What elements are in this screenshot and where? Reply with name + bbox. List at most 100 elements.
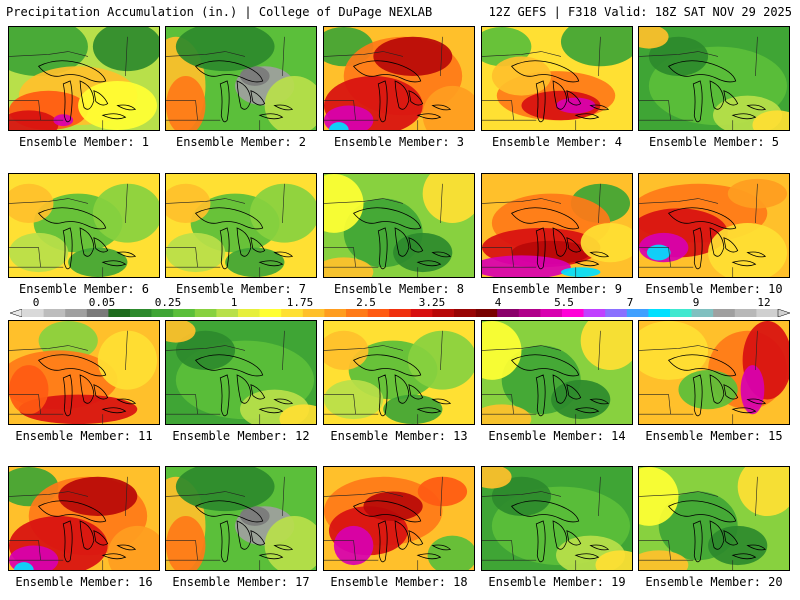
ensemble-member-label: Ensemble Member: 9	[491, 282, 623, 296]
precip-blob	[9, 27, 88, 77]
precip-blob	[482, 321, 522, 380]
ensemble-map-panel	[323, 26, 475, 131]
ensemble-member-label: Ensemble Member: 15	[645, 429, 783, 443]
precip-blob	[324, 379, 384, 420]
state-borders	[639, 330, 758, 424]
precip-field	[482, 467, 632, 570]
great-lakes-outline	[510, 207, 610, 270]
precip-blob	[13, 562, 34, 570]
precip-field	[324, 330, 474, 424]
great-lakes-outline	[510, 60, 610, 123]
colorbar-swatch	[389, 309, 412, 317]
precip-blob	[175, 467, 275, 512]
precip-blob	[175, 330, 236, 371]
precip-blob	[328, 122, 349, 130]
precip-field	[9, 467, 159, 570]
great-lakes-outline	[194, 354, 294, 417]
colorbar-swatch	[173, 309, 196, 317]
ensemble-member-label: Ensemble Member: 5	[648, 135, 780, 149]
colorbar-tick-label: 0	[32, 296, 40, 309]
precip-blob	[9, 232, 69, 273]
precip-field	[166, 27, 316, 130]
colorbar-swatch	[626, 309, 649, 317]
state-borders	[166, 36, 285, 130]
precip-field	[324, 27, 474, 130]
precip-blob	[740, 365, 765, 415]
precip-blob	[324, 174, 364, 233]
ensemble-member-label: Ensemble Member: 16	[15, 575, 153, 589]
colorbar-tick-label: 7	[626, 296, 634, 309]
precip-field	[9, 183, 159, 277]
ensemble-member-label: Ensemble Member: 11	[15, 429, 153, 443]
colorbar-swatch	[454, 309, 476, 317]
colorbar-max-arrow	[777, 309, 790, 317]
precip-blob	[97, 330, 158, 390]
colorbar-swatch	[691, 309, 714, 317]
ensemble-map-panel	[8, 26, 160, 131]
ensemble-map-panel	[481, 320, 633, 425]
precip-blob	[333, 525, 374, 566]
ensemble-member-label: Ensemble Member: 4	[491, 135, 623, 149]
precip-field	[482, 183, 632, 277]
ensemble-member-label: Ensemble Member: 12	[172, 429, 310, 443]
precip-field	[324, 476, 474, 570]
ensemble-member-label: Ensemble Member: 1	[18, 135, 150, 149]
great-lakes-outline	[667, 60, 767, 123]
great-lakes-outline	[194, 60, 294, 123]
ensemble-map-panel	[638, 320, 790, 425]
ensemble-member-label: Ensemble Member: 7	[175, 282, 307, 296]
ensemble-map-panel	[481, 466, 633, 571]
state-borders	[324, 330, 443, 424]
precip-blob	[648, 36, 709, 77]
colorbar-swatch	[108, 309, 131, 317]
precip-blob	[417, 476, 468, 507]
precip-blob	[427, 535, 474, 570]
precip-blob	[708, 223, 788, 277]
state-borders	[324, 476, 443, 570]
ensemble-map-panel	[638, 173, 790, 278]
precip-field	[639, 27, 789, 130]
colorbar-tick-label: 0.05	[88, 296, 116, 309]
precip-blob	[225, 247, 285, 277]
precip-field	[639, 321, 789, 424]
ensemble-member-label: Ensemble Member: 13	[330, 429, 468, 443]
colorbar-swatch	[43, 309, 66, 317]
great-lakes-outline	[352, 207, 452, 270]
state-borders	[324, 183, 443, 277]
ensemble-map-panel	[481, 173, 633, 278]
ensemble-member-label: Ensemble Member: 10	[645, 282, 783, 296]
colorbar-swatch	[259, 309, 282, 317]
colorbar-tick-label: 3.25	[418, 296, 446, 309]
great-lakes-outline	[667, 207, 767, 270]
precip-field	[9, 321, 158, 424]
precip-field	[639, 467, 789, 570]
precip-blob	[752, 110, 789, 130]
state-borders	[639, 476, 758, 570]
state-borders	[9, 36, 128, 130]
state-borders	[639, 183, 758, 277]
ensemble-member-label: Ensemble Member: 20	[645, 575, 783, 589]
precip-blob	[482, 467, 512, 489]
state-borders	[166, 476, 285, 570]
colorbar-swatch	[346, 309, 368, 317]
great-lakes-outline	[510, 500, 610, 563]
colorbar-swatch	[713, 309, 736, 317]
colorbar-tick-label: 12	[757, 296, 771, 309]
precip-field	[9, 27, 159, 130]
state-borders	[166, 330, 285, 424]
precip-colorbar	[10, 309, 790, 317]
colorbar-swatch	[130, 309, 152, 317]
colorbar-tick-label: 2.5	[356, 296, 376, 309]
ensemble-map-panel	[165, 320, 317, 425]
precip-field	[166, 321, 316, 424]
colorbar-swatch	[540, 309, 563, 317]
ensemble-member-label: Ensemble Member: 14	[488, 429, 626, 443]
precip-blob	[166, 321, 196, 343]
precip-field	[166, 183, 316, 277]
colorbar-swatch	[65, 309, 88, 317]
precip-blob	[491, 476, 552, 517]
ensemble-member-label: Ensemble Member: 8	[333, 282, 465, 296]
colorbar-swatch	[151, 309, 174, 317]
great-lakes-outline	[194, 500, 294, 563]
colorbar-swatch	[194, 309, 217, 317]
